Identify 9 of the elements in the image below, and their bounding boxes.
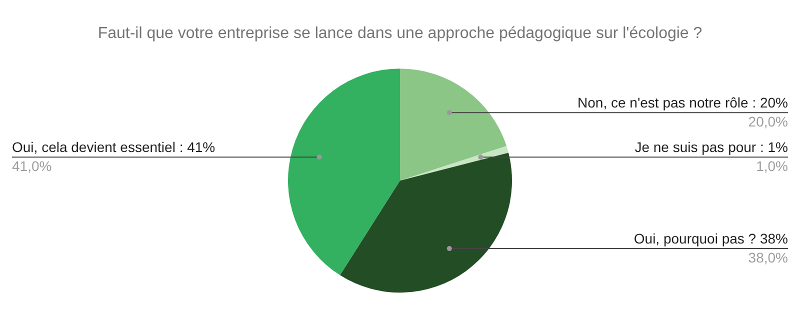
slice-label: Je ne suis pas pour : 1%	[634, 139, 788, 156]
slice-label: Oui, cela devient essentiel : 41%	[12, 139, 216, 156]
slice-label: Oui, pourquoi pas ? 38%	[634, 230, 788, 246]
data-label: 38,0%	[748, 249, 788, 266]
slice-label: Non, ce n'est pas notre rôle : 20%	[578, 94, 788, 110]
data-label: 1,0%	[756, 158, 788, 174]
chart-title: Faut-il que votre entreprise se lance dans une approche pédagogique sur l'écologie ?	[98, 25, 702, 42]
data-label: 20,0%	[748, 114, 788, 130]
data-label: 41,0%	[12, 158, 52, 174]
